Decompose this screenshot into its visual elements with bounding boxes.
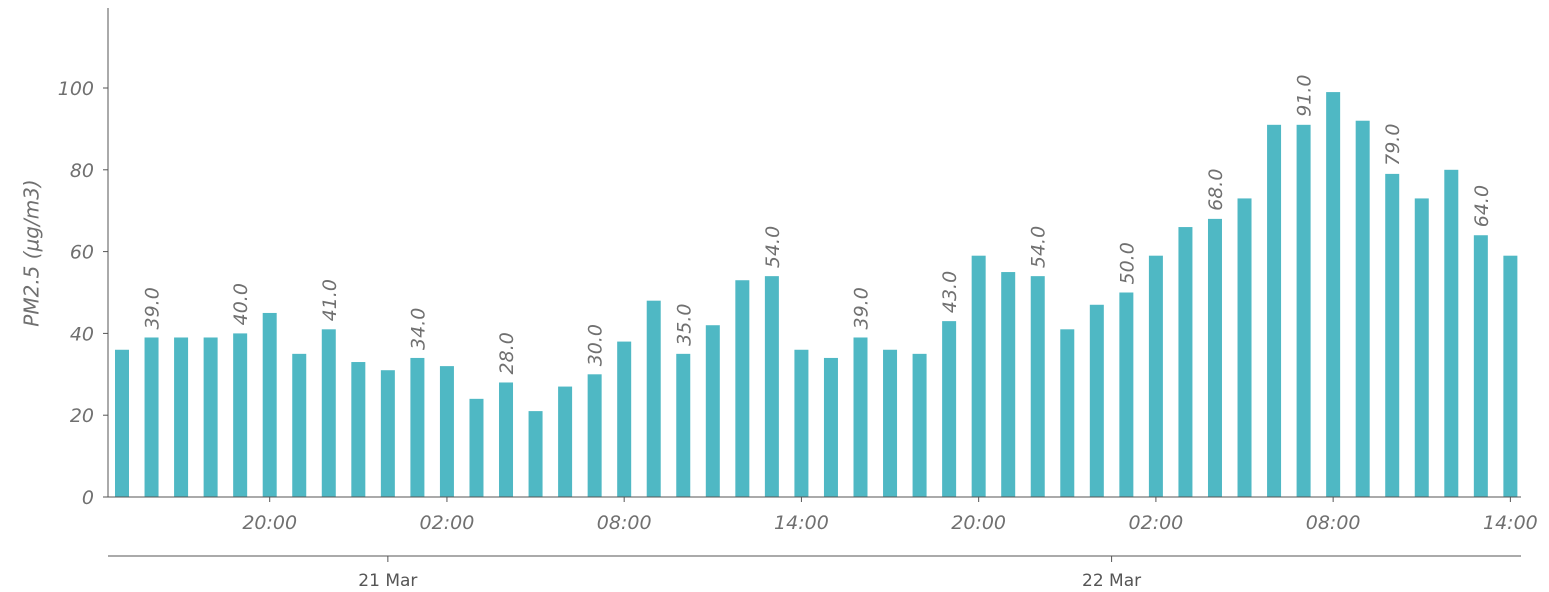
data-label: 64.0: [1471, 185, 1493, 227]
bar: [558, 386, 573, 497]
bar: [410, 357, 425, 497]
bar: [1444, 169, 1459, 498]
bar: [883, 349, 898, 497]
data-label: 39.0: [142, 287, 164, 329]
bar: [469, 398, 484, 497]
bar: [1207, 218, 1222, 497]
bar: [203, 337, 218, 497]
bar: [1355, 120, 1370, 497]
x-tick-label: 14:00: [774, 512, 829, 534]
data-label: 54.0: [1028, 226, 1050, 268]
bar: [233, 333, 248, 497]
x-tick-label: 08:00: [597, 512, 652, 534]
data-label: 35.0: [673, 304, 695, 346]
data-label: 43.0: [939, 271, 961, 313]
bar: [321, 329, 336, 497]
x-tick-label: 20:00: [951, 512, 1006, 534]
bar: [823, 357, 838, 497]
bar: [676, 353, 691, 497]
y-axis-label: PM2.5 (µg/m3): [20, 179, 44, 326]
bar: [1001, 272, 1016, 497]
data-label: 34.0: [407, 308, 429, 350]
day-label: 22 Mar: [1082, 571, 1141, 591]
bar: [1414, 198, 1429, 497]
bar: [351, 362, 366, 497]
bar: [1089, 304, 1104, 497]
data-label: 79.0: [1382, 124, 1404, 166]
bar: [528, 411, 543, 497]
bar: [1060, 329, 1075, 497]
day-label: 21 Mar: [358, 571, 417, 591]
bar: [1178, 227, 1193, 497]
bar: [1473, 235, 1488, 498]
data-label: 28.0: [496, 332, 518, 374]
bar: [1267, 124, 1282, 497]
data-label: 30.0: [585, 324, 607, 366]
x-tick-label: 08:00: [1306, 512, 1361, 534]
data-label: 68.0: [1205, 169, 1227, 211]
data-label: 91.0: [1294, 74, 1316, 116]
bar: [292, 353, 307, 497]
bar: [1148, 255, 1163, 497]
y-tick-label: 20: [70, 405, 94, 427]
x-tick-label: 20:00: [242, 512, 297, 534]
y-tick-label: 40: [70, 323, 94, 345]
x-tick-label: 14:00: [1483, 512, 1538, 534]
bar: [942, 321, 957, 497]
bar: [1326, 92, 1341, 497]
bar: [617, 341, 632, 497]
bar: [853, 337, 868, 497]
bar: [115, 349, 129, 497]
bar: [1385, 173, 1400, 497]
bar: [1237, 198, 1252, 497]
bar: [735, 280, 750, 497]
bars-group: [115, 92, 1518, 498]
axes-group: 0 20 40 60 80 100 20:00 02:00 08:00 14:00 20:00 02:…: [58, 8, 1538, 591]
bar: [1503, 255, 1518, 497]
bar: [705, 325, 720, 497]
bar: [174, 337, 189, 497]
data-label: 39.0: [851, 287, 873, 329]
bar: [439, 366, 454, 497]
bar: [144, 337, 159, 497]
x-tick-label: 02:00: [1129, 512, 1184, 534]
y-tick-label: 80: [70, 160, 94, 182]
bar: [1119, 292, 1134, 497]
data-label: 54.0: [762, 226, 784, 268]
bar: [764, 276, 779, 497]
data-label: 50.0: [1116, 242, 1138, 284]
bar: [380, 370, 395, 497]
bar: [912, 353, 927, 497]
bar: [794, 349, 809, 497]
y-tick-label: 100: [58, 78, 94, 100]
bar: [1296, 124, 1311, 497]
data-label: 41.0: [319, 279, 341, 321]
bar: [646, 300, 661, 497]
bar: [587, 374, 602, 497]
data-labels-group: 39.0 40.0 41.0 34.0 28.0 30.0 35.0 54.0 39.0 43.0…: [142, 74, 1493, 374]
x-tick-label: 02:00: [420, 512, 475, 534]
bar: [262, 312, 277, 497]
y-tick-label: 60: [70, 242, 94, 264]
bar: [1030, 276, 1045, 497]
bar: [499, 382, 514, 497]
data-label: 40.0: [230, 283, 252, 325]
bar: [971, 255, 986, 497]
y-tick-label: 0: [82, 487, 94, 509]
